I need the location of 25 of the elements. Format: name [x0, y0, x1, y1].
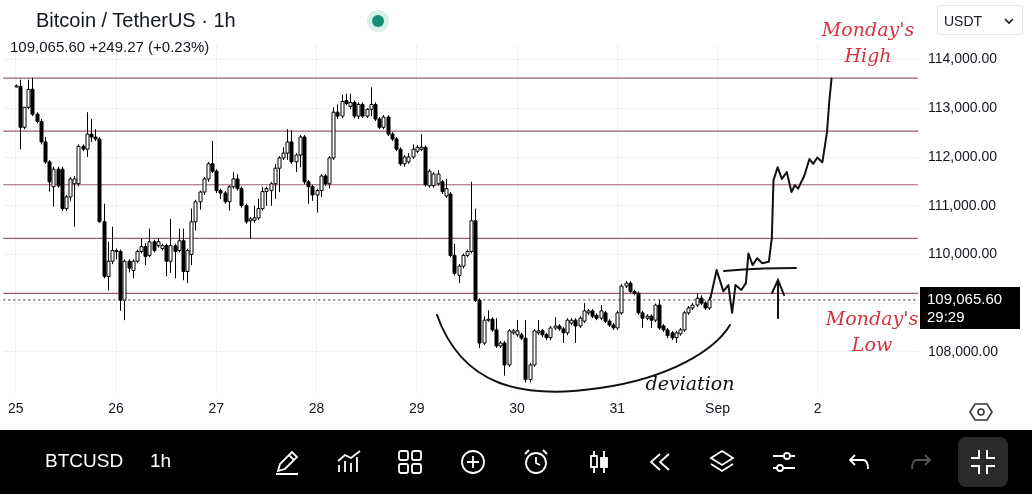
text: BTCUSD: [45, 450, 124, 472]
y-tick-label: 110,000.00: [928, 245, 998, 262]
annotation: deviation: [645, 371, 735, 394]
chart-subtitle: 109,065.60 +249.27 (+0.23%): [10, 38, 210, 55]
x-tick-label: 25: [8, 400, 24, 417]
y-tick-label: 114,000.00: [928, 50, 998, 67]
y-tick-label: 111,000.00: [928, 196, 997, 213]
x-tick-label: Sep: [705, 400, 731, 417]
y-tick-label: 108,000.00: [928, 342, 999, 359]
y-tick-label: 112,000.00: [928, 147, 998, 164]
y-tick-label: 113,000.00: [928, 99, 998, 116]
x-tick-label: 31: [609, 400, 626, 417]
y-axis-title: USDT: [944, 13, 983, 29]
chart-title: Bitcoin / TetherUS · 1h: [36, 9, 236, 32]
annotation: Monday's Low: [824, 306, 919, 355]
ref-line-label: 109,065.60: [927, 290, 1003, 308]
x-tick-label: 30: [509, 400, 526, 417]
text: 1h: [150, 450, 172, 472]
x-tick-label: 2: [813, 400, 822, 417]
annotation: Monday's High: [820, 17, 915, 66]
text: 29:29: [927, 308, 965, 326]
x-tick-label: 27: [208, 400, 225, 417]
x-tick-label: 26: [108, 400, 125, 417]
x-tick-label: 28: [308, 400, 325, 417]
x-tick-label: 29: [408, 400, 425, 417]
